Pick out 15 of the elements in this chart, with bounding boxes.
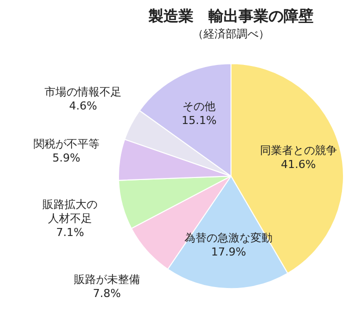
data-label: 15.1% (182, 114, 217, 127)
slice-label: 販路が未整備 (74, 272, 140, 286)
data-label: 5.9% (52, 151, 80, 164)
slice-label: 販路拡大の人材不足 (42, 198, 98, 225)
slice-label: 市場の情報不足 (44, 85, 122, 98)
data-label: 17.9% (211, 246, 246, 259)
data-label: 4.6% (69, 99, 98, 112)
slice-label: その他 (182, 100, 216, 113)
data-label: 7.1% (56, 226, 84, 239)
chart-title: 製造業 輸出事業の障壁 (148, 6, 314, 25)
chart-subtitle: （経済部調べ） (192, 27, 270, 40)
slice-label: 関税が不平等 (33, 137, 100, 150)
data-label: 7.8% (92, 286, 121, 300)
slice-label: 同業者との競争 (260, 144, 337, 157)
data-label: 41.6% (280, 158, 316, 171)
